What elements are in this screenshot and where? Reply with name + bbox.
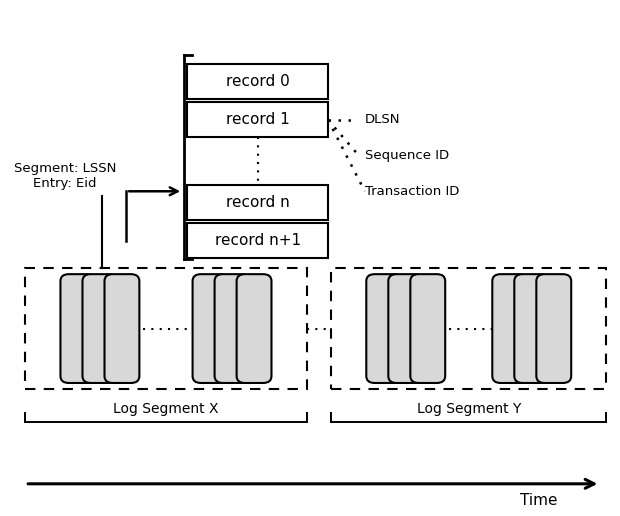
FancyBboxPatch shape <box>237 274 272 383</box>
Text: Sequence ID: Sequence ID <box>365 149 449 162</box>
FancyBboxPatch shape <box>61 274 95 383</box>
FancyBboxPatch shape <box>193 274 228 383</box>
FancyBboxPatch shape <box>187 64 328 99</box>
FancyBboxPatch shape <box>388 274 423 383</box>
FancyBboxPatch shape <box>515 274 549 383</box>
FancyBboxPatch shape <box>105 274 140 383</box>
Text: Transaction ID: Transaction ID <box>365 185 459 198</box>
Text: Log Segment Y: Log Segment Y <box>417 402 521 416</box>
Text: Time: Time <box>520 493 558 508</box>
Text: Log Segment X: Log Segment X <box>113 402 219 416</box>
FancyBboxPatch shape <box>215 274 249 383</box>
FancyBboxPatch shape <box>366 274 401 383</box>
FancyBboxPatch shape <box>187 103 328 137</box>
FancyBboxPatch shape <box>187 223 328 258</box>
FancyBboxPatch shape <box>187 185 328 219</box>
FancyBboxPatch shape <box>410 274 445 383</box>
FancyBboxPatch shape <box>331 268 606 389</box>
FancyBboxPatch shape <box>25 268 307 389</box>
Text: record 0: record 0 <box>226 74 290 89</box>
FancyBboxPatch shape <box>492 274 527 383</box>
Text: Segment: LSSN
Entry: Eid: Segment: LSSN Entry: Eid <box>14 162 116 190</box>
FancyBboxPatch shape <box>82 274 117 383</box>
Text: record n: record n <box>226 195 290 209</box>
Text: record 1: record 1 <box>226 112 290 127</box>
FancyBboxPatch shape <box>536 274 571 383</box>
Text: DLSN: DLSN <box>365 114 401 126</box>
Text: record n+1: record n+1 <box>215 233 301 248</box>
